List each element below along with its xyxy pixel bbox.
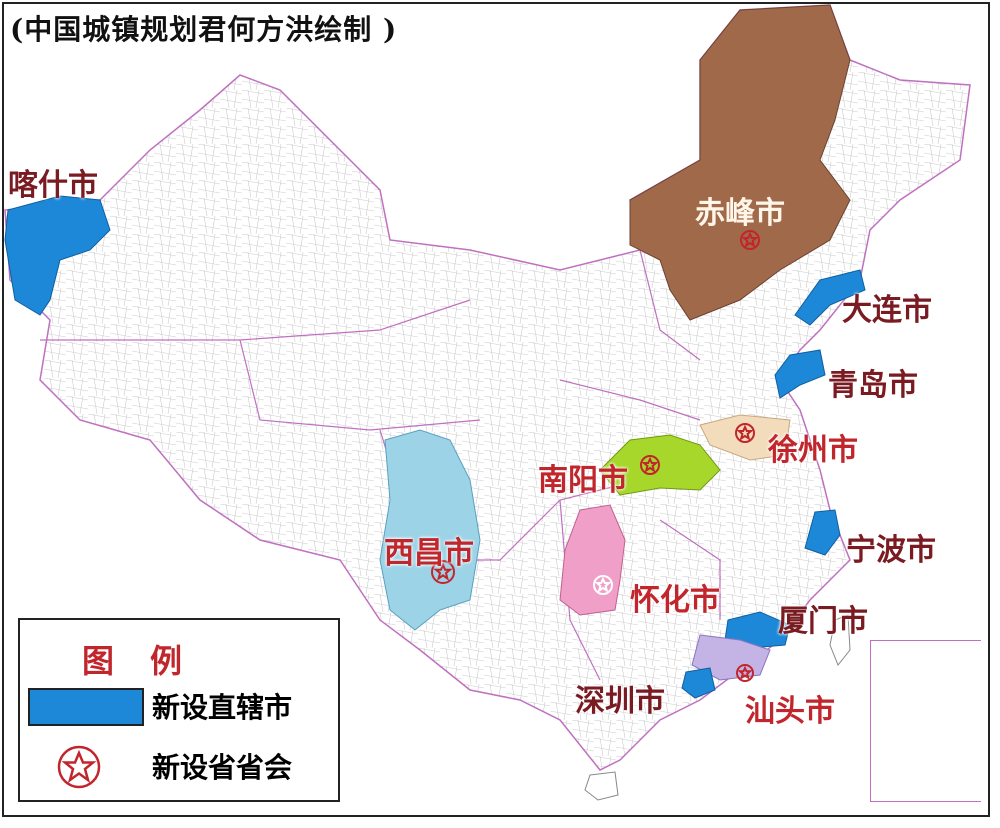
- region-ningbo: [804, 509, 841, 556]
- legend-title: 图例: [82, 642, 219, 680]
- label-xuzhou: 徐州市: [768, 433, 858, 468]
- label-dalian: 大连市: [842, 293, 932, 328]
- label-shenzhen: 深圳市: [575, 684, 665, 719]
- legend: 图例 新设直辖市 新设省省会: [18, 618, 340, 802]
- taiwan: [829, 614, 851, 666]
- label-kashgar: 喀什市: [8, 168, 98, 203]
- capital-stars: [431, 230, 760, 682]
- star-huaihua: [593, 575, 613, 595]
- figure-frame: [2, 2, 990, 817]
- star-xuzhou: [735, 423, 755, 443]
- label-qingdao: 青岛市: [828, 368, 918, 403]
- legend-label-direct-city: 新设直辖市: [152, 691, 293, 724]
- region-shenzhen: [681, 667, 716, 699]
- region-dalian: [794, 269, 866, 326]
- legend-swatch-direct-city: [28, 688, 144, 726]
- label-ningbo: 宁波市: [846, 533, 936, 568]
- legend-label-provincial-capital: 新设省省会: [152, 751, 293, 784]
- hainan: [584, 771, 619, 801]
- label-nanyang: 南阳市: [538, 463, 628, 498]
- map-title: (中国城镇规划君何方洪绘制 ): [10, 13, 398, 46]
- star-shantou: [736, 664, 754, 682]
- label-huaihua: 怀化市: [630, 583, 720, 618]
- label-chifeng: 赤峰市: [695, 196, 785, 231]
- region-qingdao: [774, 349, 826, 399]
- region-shantou: [691, 634, 771, 681]
- region-chifeng: [629, 4, 851, 321]
- star-xichang: [431, 560, 455, 584]
- region-huaihua: [559, 504, 626, 616]
- province-border: [40, 249, 721, 681]
- star-chifeng: [740, 230, 760, 250]
- circled-star-icon: [57, 745, 101, 789]
- region-xuzhou: [699, 414, 791, 461]
- region-xichang: [379, 429, 481, 631]
- label-shantou: 汕头市: [745, 694, 835, 729]
- label-xiamen: 厦门市: [778, 604, 868, 639]
- region-kashgar: [4, 195, 111, 316]
- south-china-sea-inset: [870, 640, 981, 802]
- label-xichang: 西昌市: [384, 536, 474, 571]
- star-nanyang: [640, 455, 660, 475]
